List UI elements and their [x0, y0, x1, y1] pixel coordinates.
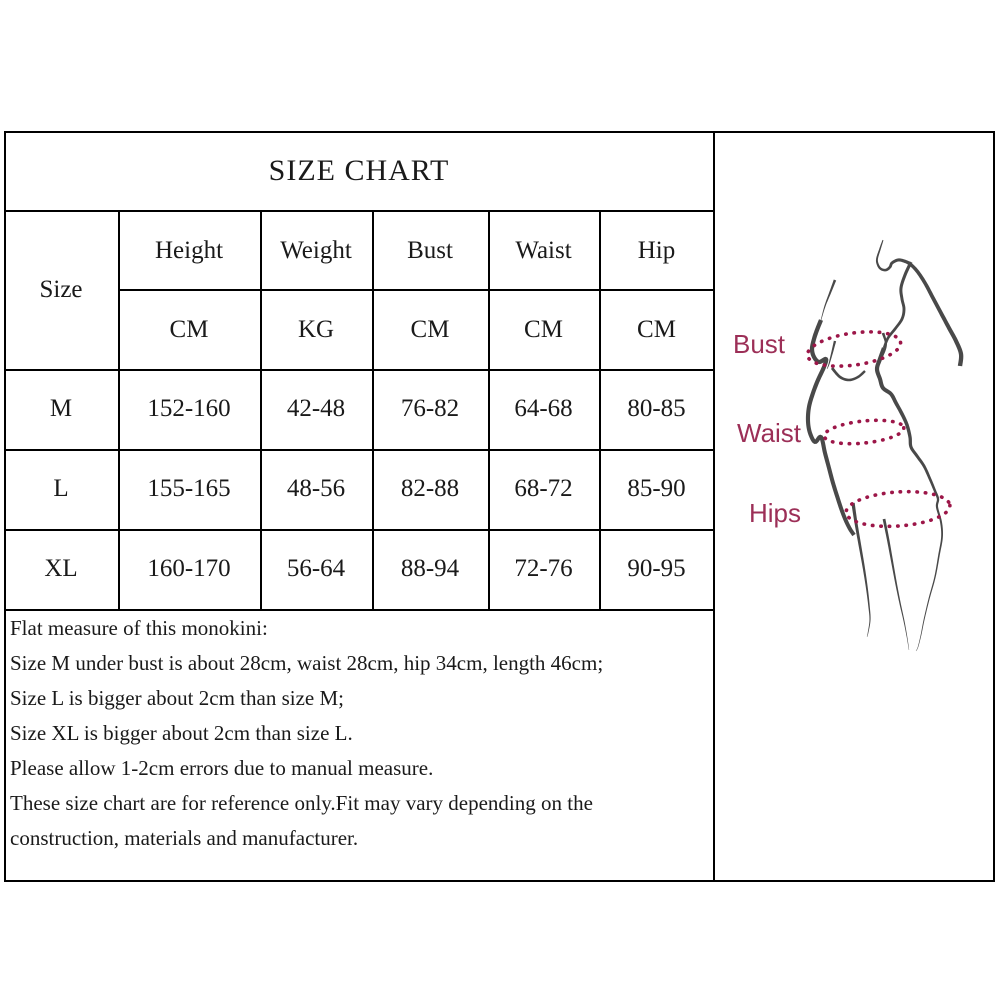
- svg-text:Bust: Bust: [733, 329, 786, 359]
- svg-text:Hips: Hips: [749, 498, 801, 528]
- svg-text:Waist: Waist: [737, 418, 802, 448]
